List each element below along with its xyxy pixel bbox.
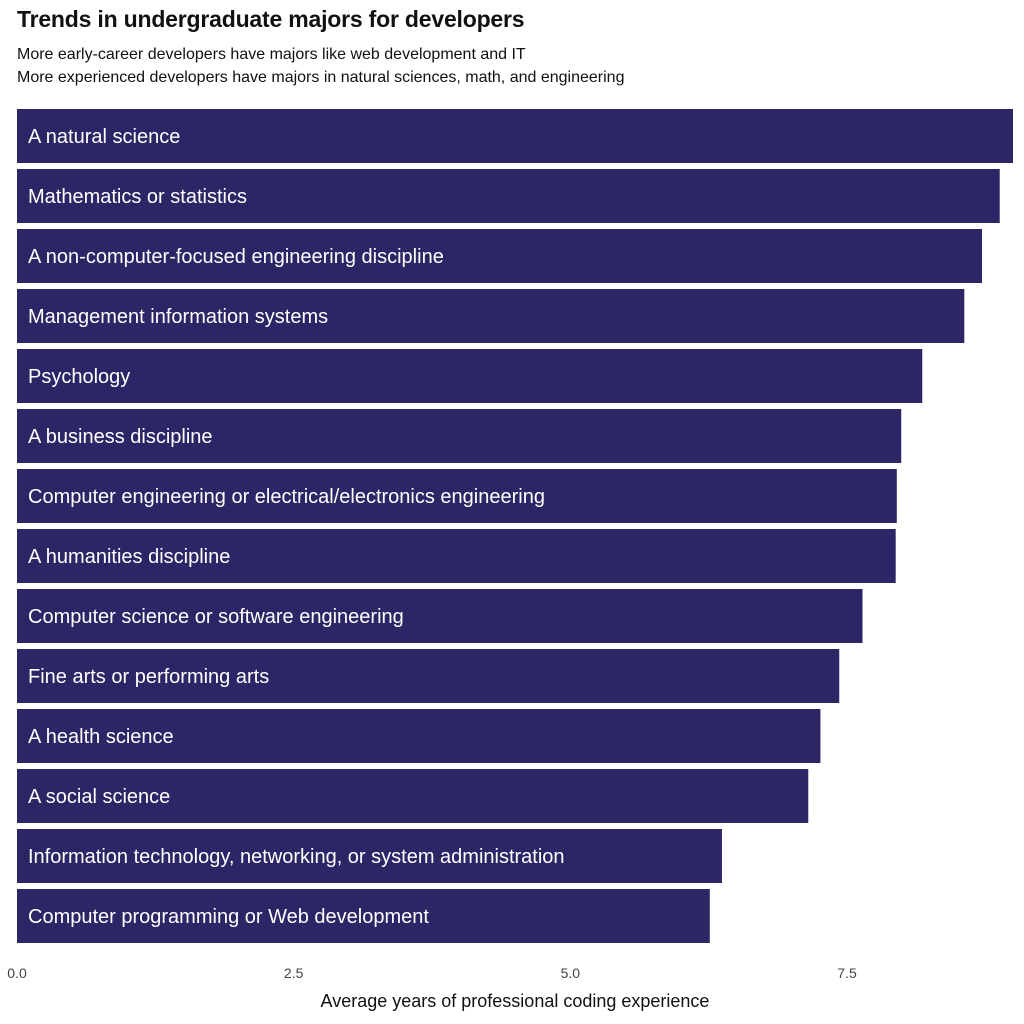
x-axis-title: Average years of professional coding exp… xyxy=(321,991,710,1011)
bar xyxy=(17,229,983,283)
bar-label: A humanities discipline xyxy=(28,546,230,568)
bars-layer: A natural science Mathematics or statisti… xyxy=(17,109,1013,943)
x-axis-ticks: 0.0 2.5 5.0 7.5 xyxy=(7,965,857,981)
bar xyxy=(17,169,1000,223)
bar xyxy=(17,829,722,883)
x-tick-label: 2.5 xyxy=(284,965,304,981)
bar-group: A non-computer-focused engineering disci… xyxy=(17,229,983,283)
bar xyxy=(17,409,902,463)
bar xyxy=(17,469,897,523)
bar xyxy=(17,649,840,703)
bar-group: Computer programming or Web development xyxy=(17,889,710,943)
bar-label: A business discipline xyxy=(28,426,213,448)
bar-label: Mathematics or statistics xyxy=(28,186,247,208)
bar-group: Management information systems xyxy=(17,289,965,343)
x-tick-label: 0.0 xyxy=(7,965,27,981)
x-tick-label: 5.0 xyxy=(561,965,581,981)
bar-label: Computer science or software engineering xyxy=(28,606,404,628)
bar-label: A social science xyxy=(28,786,170,808)
bar-label: Psychology xyxy=(28,366,130,388)
bar-label: Computer programming or Web development xyxy=(28,906,429,928)
bar xyxy=(17,589,863,643)
bar xyxy=(17,709,821,763)
bar-label: Management information systems xyxy=(28,306,328,328)
bar-label: Fine arts or performing arts xyxy=(28,666,269,688)
bar xyxy=(17,289,965,343)
chart-subtitle-line-1: More early-career developers have majors… xyxy=(17,46,526,63)
bar xyxy=(17,889,710,943)
bar xyxy=(17,349,923,403)
bar-group: Fine arts or performing arts xyxy=(17,649,840,703)
chart-subtitle-line-2: More experienced developers have majors … xyxy=(17,69,625,86)
bar-group: Computer science or software engineering xyxy=(17,589,863,643)
x-tick-label: 7.5 xyxy=(837,965,857,981)
bar-group: Mathematics or statistics xyxy=(17,169,1000,223)
bar-group: Information technology, networking, or s… xyxy=(17,829,722,883)
bar-label: Computer engineering or electrical/elect… xyxy=(28,486,545,508)
bar-label: A health science xyxy=(28,726,174,748)
bar xyxy=(17,529,896,583)
bar-label: A natural science xyxy=(28,126,180,148)
bar-group: A natural science xyxy=(17,109,1013,163)
bar-label: Information technology, networking, or s… xyxy=(28,846,565,868)
bar-group: A health science xyxy=(17,709,821,763)
bar-label: A non-computer-focused engineering disci… xyxy=(28,246,444,268)
bar xyxy=(17,769,809,823)
bar-group: A business discipline xyxy=(17,409,902,463)
chart-title: Trends in undergraduate majors for devel… xyxy=(17,6,525,32)
bar-group: A humanities discipline xyxy=(17,529,896,583)
bar xyxy=(17,109,1013,163)
bar-group: Computer engineering or electrical/elect… xyxy=(17,469,897,523)
bar-group: A social science xyxy=(17,769,809,823)
bar-group: Psychology xyxy=(17,349,923,403)
